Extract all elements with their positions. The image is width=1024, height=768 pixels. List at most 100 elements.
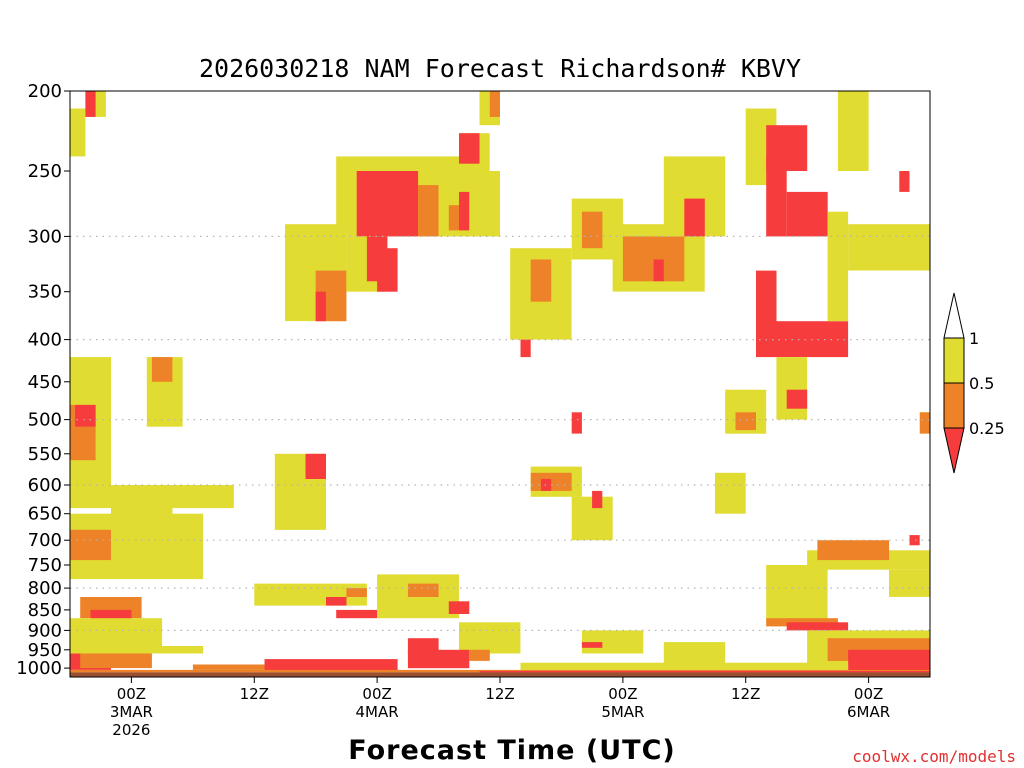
heatmap-cell-90 (581, 630, 644, 654)
heatmap-cell-40 (581, 211, 603, 249)
heatmap-cell-38 (520, 339, 531, 358)
heatmap-cell-49 (571, 412, 582, 434)
heatmap-cell-57 (766, 125, 808, 171)
heatmap-cell-89 (192, 664, 265, 670)
chart-title: 2026030218 NAM Forecast Richardson# KBVY (199, 54, 801, 83)
ytick-label-650: 650 (28, 504, 62, 525)
legend-swatch-025-05 (943, 382, 965, 429)
ground-band (70, 672, 930, 677)
heatmap-cell-85 (407, 638, 439, 654)
ytick-label-700: 700 (28, 530, 62, 551)
xtick-label-6-1: 6MAR (847, 703, 890, 721)
heatmap-cell-3 (70, 108, 86, 157)
xtick-label-5-0: 12Z (731, 685, 760, 703)
heatmap-cell-35 (489, 91, 500, 117)
ytick-label-350: 350 (28, 282, 62, 303)
heatmap-cell-86 (407, 649, 470, 669)
credit-text[interactable]: coolwx.com/models (852, 747, 1016, 766)
ytick-label-750: 750 (28, 555, 62, 576)
ytick-label-200: 200 (28, 81, 62, 102)
heatmap-cell-9 (172, 485, 234, 509)
ytick-label-550: 550 (28, 444, 62, 465)
plot-area (70, 91, 930, 673)
heatmap-cell-73 (889, 569, 930, 597)
heatmap-cell-43 (653, 259, 664, 282)
heatmap-cell-72 (909, 535, 920, 546)
heatmap-cell-31 (459, 191, 470, 231)
heatmap-cell-88 (264, 659, 398, 670)
legend-swatch-lt025 (943, 427, 965, 474)
xtick-label-4-1: 5MAR (601, 703, 644, 721)
heatmap-cell-22 (315, 291, 326, 322)
heatmap-cell-19 (305, 453, 326, 479)
heatmap-cell-2 (75, 404, 96, 427)
heatmap-cell-37 (530, 259, 552, 302)
heatmap-cell-30 (448, 205, 459, 231)
heatmap-cell-63 (827, 211, 849, 322)
xtick-label-0-0: 00Z (117, 685, 146, 703)
heatmap-cell-54 (735, 412, 756, 431)
heatmap-cell-61 (776, 357, 808, 420)
heatmap-cell-84 (459, 622, 521, 654)
ytick-label-1000: 1000 (16, 658, 62, 679)
legend-swatch-05-1 (943, 337, 965, 384)
heatmap-cell-96 (520, 662, 849, 670)
ytick-label-300: 300 (28, 226, 62, 247)
heatmap-cell-69 (786, 622, 849, 631)
legend-label-1: 0.5 (969, 374, 994, 393)
heatmap-cell-80 (336, 609, 378, 619)
ytick-label-600: 600 (28, 475, 62, 496)
xtick-label-0-2: 2026 (112, 721, 150, 739)
xtick-label-0-1: 3MAR (110, 703, 153, 721)
heatmap-cell-59 (756, 270, 777, 358)
heatmap-cell-83 (448, 601, 470, 614)
xtick-label-2-1: 4MAR (356, 703, 399, 721)
heatmap-cell-5 (85, 91, 96, 117)
heatmap-cell-33 (459, 133, 480, 164)
heatmap-cell-8 (151, 357, 173, 382)
heatmap-cell-95 (848, 649, 930, 670)
heatmap-cell-25 (418, 185, 439, 237)
ytick-label-950: 950 (28, 640, 62, 661)
colorbar-legend: 1 0.5 0.25 (943, 292, 1005, 474)
legend-swatch-gt1 (943, 292, 965, 339)
heatmap-cell-66 (899, 171, 910, 192)
ytick-label-900: 900 (28, 620, 62, 641)
xtick-label-4-0: 00Z (608, 685, 637, 703)
ytick-label-250: 250 (28, 161, 62, 182)
heatmap-cell-28 (377, 248, 398, 292)
heatmap-cell-65 (848, 224, 930, 271)
heatmap-cell-98 (479, 671, 930, 673)
xtick-label-6-0: 00Z (854, 685, 883, 703)
heatmap-cell-71 (817, 540, 890, 561)
ytick-label-400: 400 (28, 330, 62, 351)
xtick-label-1-0: 12Z (240, 685, 269, 703)
heatmap-cell-52 (715, 472, 746, 514)
heatmap-cell-12 (121, 485, 173, 514)
heatmap-cell-16 (70, 618, 163, 654)
legend-label-0: 1 (969, 329, 979, 348)
ytick-label-450: 450 (28, 372, 62, 393)
heatmap-cell-76 (151, 646, 204, 654)
xtick-label-3-0: 12Z (485, 685, 514, 703)
y-axis: 200 250 300 350 400 450 500 550 600 650 700 7508008… (16, 81, 70, 679)
heatmap-cell-58 (786, 191, 828, 237)
heatmap-cell-92 (663, 642, 726, 665)
heatmap-cell-24 (356, 171, 419, 237)
heatmap-cell-79 (346, 588, 367, 597)
heatmap-cell-82 (407, 583, 439, 597)
legend-label-2: 0.25 (969, 419, 1005, 438)
heatmap-cell-91 (581, 642, 603, 648)
x-axis-label: Forecast Time (UTC) (348, 735, 675, 766)
heatmap-cell-78 (326, 597, 347, 606)
heatmap-cell-45 (684, 198, 705, 237)
ytick-label-850: 850 (28, 600, 62, 621)
heatmap-cell-75 (919, 412, 930, 434)
heatmap-cell-64 (837, 91, 869, 171)
heatmap-cell-51 (592, 490, 603, 509)
heatmap-cell-62 (786, 389, 808, 409)
heatmap-cell-67 (766, 565, 828, 623)
ytick-label-800: 800 (28, 578, 62, 599)
